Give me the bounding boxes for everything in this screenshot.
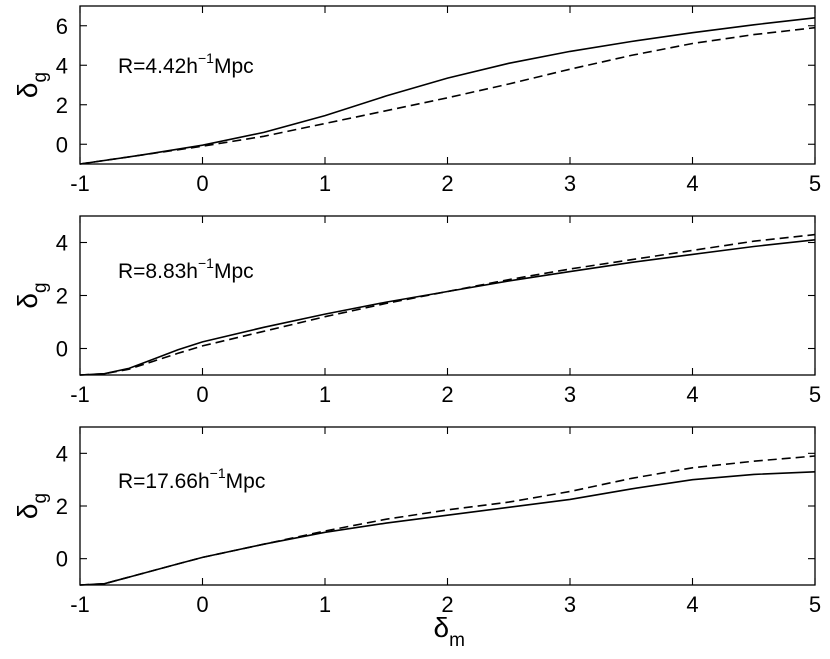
series-dashed-line: [79, 455, 816, 586]
annotation-suffix: Mpc: [226, 470, 266, 493]
annotation-suffix: Mpc: [214, 260, 254, 283]
x-tick-label: 0: [196, 382, 208, 407]
plot-frame: [79, 5, 816, 165]
y-tick-label: 6: [56, 14, 68, 39]
x-tick-label: 5: [809, 171, 821, 196]
x-tick-label: 3: [564, 171, 576, 196]
x-tick-label: 2: [441, 382, 453, 407]
x-tick-label: 0: [196, 592, 208, 617]
x-tick-label: 1: [319, 171, 331, 196]
y-tick-label: 0: [56, 547, 68, 572]
annotation-exponent: −1: [210, 465, 226, 481]
x-tick-label: 2: [441, 592, 453, 617]
annotation-exponent: −1: [198, 255, 214, 271]
y-axis-label: δg: [12, 72, 51, 98]
x-tick-label: 3: [564, 592, 576, 617]
y-tick-label: 2: [56, 494, 68, 519]
x-tick-label: 4: [686, 592, 698, 617]
y-axis-label-sub: g: [30, 493, 51, 504]
x-tick-label: -1: [70, 592, 90, 617]
y-tick-label: 4: [56, 231, 68, 256]
y-axis-label-sub: g: [30, 72, 51, 83]
y-tick-label: 4: [56, 441, 68, 466]
x-tick-label: -1: [70, 171, 90, 196]
x-tick-label: 1: [319, 382, 331, 407]
y-tick-label: 2: [56, 284, 68, 309]
series-solid-line: [79, 17, 816, 165]
y-axis-label-main: δ: [12, 82, 43, 98]
y-tick-label: 0: [56, 132, 68, 157]
annotation-prefix: R=8.83h: [118, 260, 198, 283]
radius-annotation: R=8.83h−1Mpc: [118, 255, 254, 283]
x-tick-label: -1: [70, 382, 90, 407]
plot-frame: [79, 215, 816, 376]
radius-annotation: R=17.66h−1Mpc: [118, 465, 265, 493]
y-axis-label: δg: [12, 493, 51, 519]
y-axis-label: δg: [12, 282, 51, 308]
y-tick-label: 0: [56, 337, 68, 362]
x-tick-label: 3: [564, 382, 576, 407]
radius-annotation: R=4.42h−1Mpc: [118, 50, 254, 78]
x-tick-label: 5: [809, 382, 821, 407]
x-tick-label: 0: [196, 171, 208, 196]
y-axis-label-main: δ: [12, 293, 43, 309]
series-dashed-line: [79, 233, 816, 376]
x-axis-label-sub: m: [449, 630, 465, 651]
x-axis-label-main: δ: [434, 612, 450, 643]
series-dashed-line: [79, 26, 816, 165]
annotation-exponent: −1: [198, 50, 214, 66]
x-tick-label: 4: [686, 382, 698, 407]
y-axis-label-sub: g: [30, 282, 51, 293]
y-axis-label-main: δ: [12, 503, 43, 519]
x-tick-label: 4: [686, 171, 698, 196]
x-tick-label: 5: [809, 592, 821, 617]
y-tick-label: 2: [56, 93, 68, 118]
annotation-prefix: R=4.42h: [118, 55, 198, 78]
x-tick-label: 2: [441, 171, 453, 196]
x-axis-label: δm: [434, 612, 465, 651]
series-solid-line: [79, 239, 816, 376]
x-tick-label: 1: [319, 592, 331, 617]
y-tick-label: 4: [56, 53, 68, 78]
annotation-prefix: R=17.66h: [118, 470, 210, 493]
annotation-suffix: Mpc: [214, 55, 254, 78]
